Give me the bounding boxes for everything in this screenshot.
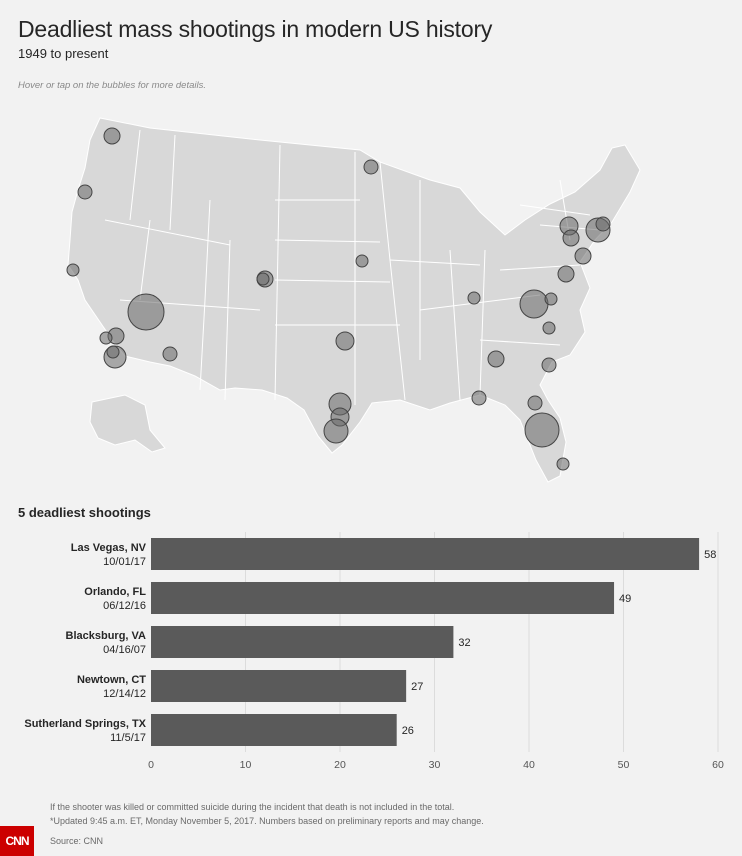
- map-bubble[interactable]: [335, 331, 355, 351]
- category-label: Las Vegas, NV: [71, 542, 147, 554]
- map-bubble[interactable]: [557, 265, 575, 283]
- bar-value-label: 26: [402, 725, 414, 737]
- source-text: Source: CNN: [50, 836, 104, 846]
- map-bubble[interactable]: [103, 127, 121, 145]
- bar-chart: 58 49 32 27 26 Las Vegas, NV 10/01/17 Orlando,…: [24, 532, 724, 771]
- map-bubble-sutherland-springs[interactable]: [323, 418, 349, 444]
- bars: 58 49 32 27 26: [151, 538, 716, 746]
- map-bubble[interactable]: [541, 357, 557, 373]
- x-tick-label: 0: [148, 759, 154, 771]
- page-subtitle: 1949 to present: [18, 46, 109, 61]
- bar-value-label: 49: [619, 593, 631, 605]
- map-bubble-las-vegas[interactable]: [127, 293, 165, 331]
- date-label: 04/16/07: [103, 644, 146, 656]
- map-bubble[interactable]: [574, 247, 592, 265]
- us-map: [66, 117, 641, 483]
- x-tick-label: 10: [240, 759, 252, 771]
- x-axis-ticks: 0 10 20 30 40 50 60: [148, 759, 724, 771]
- bar: [151, 714, 397, 746]
- map-bubble-blacksburg[interactable]: [519, 289, 549, 319]
- x-tick-label: 30: [429, 759, 441, 771]
- map-bubble[interactable]: [66, 263, 80, 277]
- map-bubble[interactable]: [363, 159, 379, 175]
- shooting-bubbles: [66, 127, 611, 471]
- map-bubble-orlando[interactable]: [524, 412, 560, 448]
- category-label: Blacksburg, VA: [66, 630, 147, 642]
- hover-hint: Hover or tap on the bubbles for more det…: [18, 80, 206, 91]
- map-bubble[interactable]: [77, 184, 93, 200]
- page-title: Deadliest mass shootings in modern US hi…: [18, 16, 493, 42]
- bar: [151, 582, 615, 614]
- bar-value-label: 58: [704, 549, 716, 561]
- x-tick-label: 40: [523, 759, 535, 771]
- map-bubble[interactable]: [544, 292, 558, 306]
- bar-value-label: 32: [458, 637, 470, 649]
- map-bubble[interactable]: [562, 229, 580, 247]
- bar: [151, 670, 407, 702]
- map-bubble[interactable]: [542, 321, 556, 335]
- x-tick-label: 20: [334, 759, 346, 771]
- date-label: 12/14/12: [103, 688, 146, 700]
- x-tick-label: 50: [618, 759, 630, 771]
- map-bubble[interactable]: [556, 457, 570, 471]
- alaska-outline: [89, 394, 166, 453]
- map-bubble[interactable]: [595, 216, 611, 232]
- category-label: Orlando, FL: [84, 586, 146, 598]
- x-tick-label: 60: [712, 759, 724, 771]
- cnn-logo: CNN: [0, 826, 34, 856]
- date-label: 06/12/16: [103, 600, 146, 612]
- footnote-2: *Updated 9:45 a.m. ET, Monday November 5…: [50, 816, 484, 826]
- map-bubble[interactable]: [256, 272, 270, 286]
- map-bubble[interactable]: [471, 390, 487, 406]
- footnotes: If the shooter was killed or committed s…: [50, 800, 484, 828]
- bar-value-label: 27: [411, 681, 423, 693]
- map-bubble[interactable]: [99, 331, 113, 345]
- category-label: Newtown, CT: [77, 674, 146, 686]
- map-bubble[interactable]: [467, 291, 481, 305]
- map-bubble[interactable]: [527, 395, 543, 411]
- bar: [151, 626, 454, 658]
- map-bubble[interactable]: [162, 346, 178, 362]
- category-labels: Las Vegas, NV 10/01/17 Orlando, FL 06/12/16…: [24, 542, 146, 744]
- bar: [151, 538, 700, 570]
- date-label: 10/01/17: [103, 556, 146, 568]
- map-bubble[interactable]: [106, 345, 120, 359]
- chart-title: 5 deadliest shootings: [18, 505, 151, 520]
- footnote-1: If the shooter was killed or committed s…: [50, 802, 455, 812]
- map-bubble[interactable]: [487, 350, 505, 368]
- category-label: Sutherland Springs, TX: [24, 718, 146, 730]
- map-bubble[interactable]: [355, 254, 369, 268]
- date-label: 11/5/17: [110, 732, 146, 744]
